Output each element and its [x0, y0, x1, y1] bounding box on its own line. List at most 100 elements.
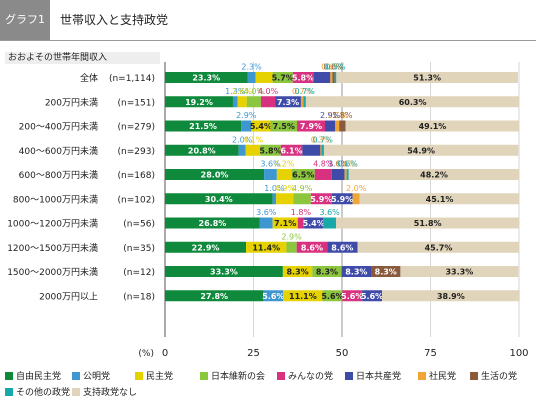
category-n-label: (n=293) [118, 147, 155, 157]
bar-segment [310, 193, 332, 205]
bar-segment [400, 266, 519, 277]
bar-data-label: 45.1% [426, 195, 454, 204]
chart-title: 世帯収入と支持政党 [60, 13, 169, 27]
bar-segment [232, 96, 238, 108]
small-segment-label: 4.1% [243, 135, 264, 144]
category-label: 1500～2000万円未満 [7, 266, 98, 278]
category-n-label: (n=35) [123, 244, 155, 254]
bar-segment [331, 193, 353, 205]
small-segment-label: 4.0% [258, 87, 279, 96]
bar-data-label: 30.4% [205, 195, 233, 204]
legend-swatch [470, 371, 478, 380]
bar-segment [272, 193, 277, 205]
bar-segment [260, 144, 281, 156]
bar-segment [272, 72, 293, 83]
bar-segment [251, 120, 271, 132]
category-label: 1000～1200万円未満 [7, 218, 98, 230]
figure-badge: グラフ1 [0, 0, 50, 40]
bar-segment [382, 290, 520, 302]
bar-data-label: 11.4% [252, 243, 280, 252]
bar-data-label: 27.8% [200, 292, 228, 301]
bar-data-label: 7.1% [274, 219, 296, 228]
category-label: 400～600万円未満 [19, 145, 98, 157]
legend-item: 支持政党なし [72, 386, 137, 400]
small-segment-label: 1.0% [264, 184, 285, 193]
bar-segment [283, 290, 323, 302]
bar-segment [165, 169, 265, 180]
small-segment-label: 2.0% [346, 184, 367, 193]
bar-segment [270, 120, 298, 132]
bar-data-label: 21.5% [189, 122, 217, 131]
legend-item: 民主党 [135, 370, 173, 384]
category-label: 200万円未満 [45, 96, 98, 108]
bar-segment [327, 241, 358, 253]
small-segment-label: 4.8% [313, 160, 334, 169]
legend-label: 支持政党なし [83, 388, 138, 398]
bar-data-label: 8.3% [345, 268, 367, 277]
bar-data-label: 5.8% [292, 74, 314, 83]
bar-data-label: 26.8% [199, 219, 227, 228]
bar-data-label: 8.3% [375, 268, 397, 277]
legend-item: 社民党 [418, 370, 456, 384]
bar-data-label: 7.5% [273, 122, 295, 131]
bar-data-label: 19.2% [185, 98, 213, 107]
bar-segment [165, 120, 242, 132]
bar-data-label: 33.3% [445, 268, 473, 277]
bar-data-label: 7.9% [300, 122, 322, 131]
bar-segment [272, 217, 298, 229]
small-segment-label: 4.0% [244, 87, 265, 96]
bar-segment [286, 241, 297, 253]
small-segment-label: 0.6% [323, 63, 344, 72]
bar-data-label: 5.6% [321, 292, 343, 301]
legend-label: 民主党 [146, 372, 174, 382]
small-segment-label: 2.0% [232, 135, 253, 144]
bar-data-label: 5.4% [250, 122, 272, 131]
small-segment-label: 3.6% [319, 208, 340, 217]
bar-segment [255, 72, 273, 83]
bar-data-label: 51.8% [414, 219, 442, 228]
bar-segment [371, 266, 401, 277]
legend-swatch [135, 371, 143, 380]
small-segment-label: 3.6% [260, 160, 281, 169]
bar-segment [336, 72, 518, 83]
legend-label: 日本維新の会 [211, 372, 266, 382]
bar-segment [303, 96, 306, 108]
category-label: 800～1000万円未満 [13, 193, 98, 205]
legend-swatch [200, 371, 208, 380]
bar-data-label: 33.3% [210, 268, 238, 277]
bar-segment [292, 72, 314, 83]
legend-swatch [345, 371, 353, 380]
category-label: 全体 [80, 72, 98, 84]
small-segment-label: 0.7% [313, 135, 334, 144]
bar-segment [342, 290, 363, 302]
x-tick-label: 25 [247, 348, 260, 359]
legend-item: 日本共産党 [345, 370, 401, 384]
bar-segment [304, 217, 324, 229]
bar-data-label: 8.6% [301, 243, 323, 252]
x-tick-label: 75 [424, 348, 437, 359]
bar-data-label: 5.8% [259, 146, 281, 155]
bar-segment [241, 120, 252, 132]
category-n-label: (n=18) [123, 292, 155, 302]
bar-data-label: 5.6% [361, 292, 383, 301]
bar-segment [293, 193, 311, 205]
bar-segment [297, 120, 326, 132]
category-n-label: (n=12) [123, 268, 155, 278]
small-segment-label: 3.6% [256, 208, 277, 217]
legend-swatch [72, 371, 80, 380]
bar-segment [263, 290, 284, 302]
bar-segment [275, 96, 301, 108]
small-segment-label: 2.6% [232, 87, 253, 96]
bar-data-label: 5.9% [310, 195, 332, 204]
legend-item: 自由民主党 [5, 370, 61, 384]
legend-label: その他の政党 [16, 388, 71, 398]
small-segment-label: 0.7% [294, 87, 315, 96]
bar-data-label: 45.7% [425, 243, 453, 252]
bar-segment [165, 241, 247, 253]
bar-segment [352, 193, 360, 205]
bar-segment [334, 72, 337, 83]
bar-segment [331, 169, 345, 180]
legend-label: 生活の党 [481, 372, 518, 382]
legend-label: 日本共産党 [356, 372, 402, 382]
legend-label: 社民党 [429, 372, 457, 382]
